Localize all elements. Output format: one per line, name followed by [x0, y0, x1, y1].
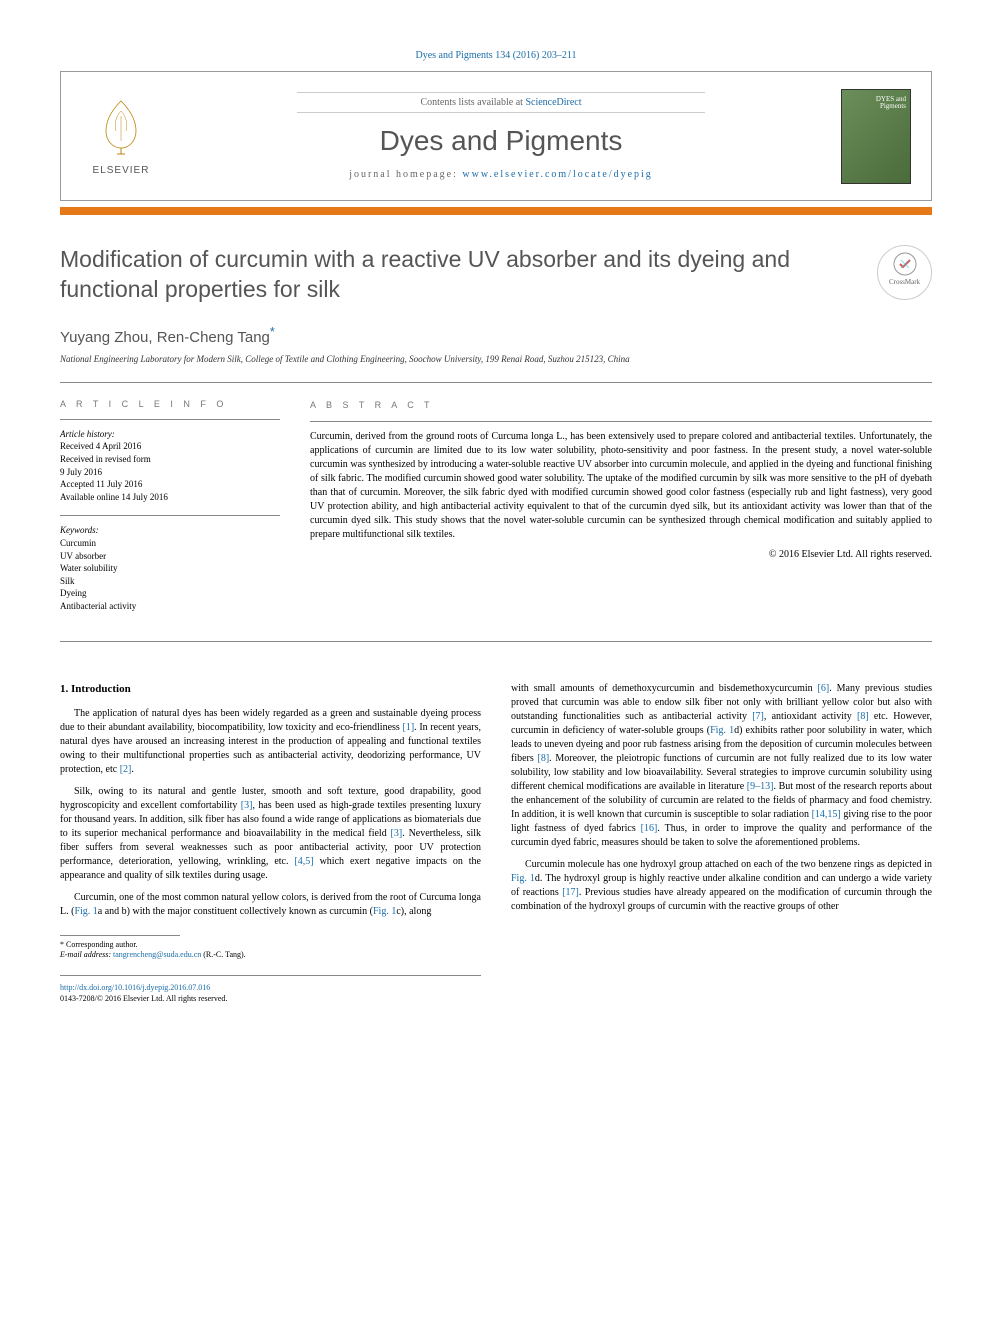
- keyword: Antibacterial activity: [60, 600, 280, 613]
- footnote-email: E-mail address: tangrencheng@suda.edu.cn…: [60, 950, 481, 960]
- article-info-heading: A R T I C L E I N F O: [60, 399, 280, 409]
- body-columns: 1. Introduction The application of natur…: [60, 682, 932, 1005]
- abstract-heading: A B S T R A C T: [310, 399, 932, 412]
- bottom-bar: http://dx.doi.org/10.1016/j.dyepig.2016.…: [60, 975, 481, 1004]
- ref-link[interactable]: [7]: [752, 711, 764, 722]
- ref-link[interactable]: [3]: [241, 800, 253, 811]
- abstract: A B S T R A C T Curcumin, derived from t…: [310, 399, 932, 625]
- contents-available: Contents lists available at ScienceDirec…: [297, 92, 705, 113]
- email-author: (R.-C. Tang).: [201, 950, 245, 959]
- paragraph: Curcumin molecule has one hydroxyl group…: [511, 858, 932, 914]
- email-label: E-mail address:: [60, 950, 113, 959]
- publisher-name: ELSEVIER: [81, 165, 161, 176]
- accent-bar: [60, 207, 932, 215]
- homepage-line: journal homepage: www.elsevier.com/locat…: [161, 169, 841, 180]
- article-history: Article history: Received 4 April 2016 R…: [60, 419, 280, 504]
- keywords-label: Keywords:: [60, 524, 280, 537]
- publisher-logo: ELSEVIER: [81, 96, 161, 176]
- homepage-link[interactable]: www.elsevier.com/locate/dyepig: [462, 169, 652, 180]
- ref-link[interactable]: [4,5]: [294, 856, 313, 867]
- issn-copyright: 0143-7208/© 2016 Elsevier Ltd. All right…: [60, 993, 481, 1004]
- doi-link[interactable]: http://dx.doi.org/10.1016/j.dyepig.2016.…: [60, 983, 210, 992]
- history-item: Accepted 11 July 2016: [60, 478, 280, 491]
- column-right: with small amounts of demethoxycurcumin …: [511, 682, 932, 1005]
- ref-link[interactable]: [8]: [857, 711, 869, 722]
- keyword: Water solubility: [60, 562, 280, 575]
- crossmark-badge[interactable]: CrossMark: [877, 245, 932, 300]
- contents-prefix: Contents lists available at: [420, 97, 525, 108]
- keyword: Dyeing: [60, 587, 280, 600]
- keyword: Curcumin: [60, 537, 280, 550]
- header-center: Contents lists available at ScienceDirec…: [161, 92, 841, 180]
- paragraph: The application of natural dyes has been…: [60, 707, 481, 777]
- abstract-text: Curcumin, derived from the ground roots …: [310, 422, 932, 542]
- corresponding-marker: *: [270, 325, 275, 339]
- section-heading-intro: 1. Introduction: [60, 682, 481, 697]
- citation-line: Dyes and Pigments 134 (2016) 203–211: [60, 50, 932, 61]
- ref-link[interactable]: [17]: [562, 887, 579, 898]
- title-row: Modification of curcumin with a reactive…: [60, 245, 932, 325]
- email-link[interactable]: tangrencheng@suda.edu.cn: [113, 950, 201, 959]
- ref-link[interactable]: [14,15]: [812, 809, 841, 820]
- figure-link[interactable]: Fig. 1: [74, 906, 97, 917]
- paragraph: with small amounts of demethoxycurcumin …: [511, 682, 932, 850]
- ref-link[interactable]: [1]: [402, 722, 414, 733]
- footnote-separator: [60, 935, 180, 936]
- column-left: 1. Introduction The application of natur…: [60, 682, 481, 1005]
- paragraph: Curcumin, one of the most common natural…: [60, 891, 481, 919]
- history-item: Available online 14 July 2016: [60, 491, 280, 504]
- crossmark-label: CrossMark: [889, 278, 920, 286]
- history-label: Article history:: [60, 428, 280, 441]
- ref-link[interactable]: [3]: [391, 828, 403, 839]
- authors: Yuyang Zhou, Ren-Cheng Tang*: [60, 325, 932, 346]
- keyword: Silk: [60, 575, 280, 588]
- history-item: 9 July 2016: [60, 466, 280, 479]
- sciencedirect-link[interactable]: ScienceDirect: [525, 97, 581, 108]
- figure-link[interactable]: Fig. 1: [373, 906, 396, 917]
- page: Dyes and Pigments 134 (2016) 203–211 ELS…: [0, 0, 992, 1054]
- elsevier-tree-icon: [91, 96, 151, 156]
- ref-link[interactable]: [8]: [537, 753, 549, 764]
- keywords-block: Keywords: Curcumin UV absorber Water sol…: [60, 515, 280, 612]
- article-info: A R T I C L E I N F O Article history: R…: [60, 399, 280, 625]
- keyword: UV absorber: [60, 550, 280, 563]
- journal-name: Dyes and Pigments: [161, 125, 841, 157]
- footnote-corresponding: * Corresponding author.: [60, 940, 481, 950]
- figure-link[interactable]: Fig. 1: [710, 725, 734, 736]
- ref-link[interactable]: [16]: [641, 823, 658, 834]
- ref-link[interactable]: [9–13]: [747, 781, 774, 792]
- abstract-copyright: © 2016 Elsevier Ltd. All rights reserved…: [310, 548, 932, 562]
- homepage-prefix: journal homepage:: [349, 169, 462, 180]
- info-abstract-row: A R T I C L E I N F O Article history: R…: [60, 382, 932, 642]
- history-item: Received in revised form: [60, 453, 280, 466]
- crossmark-icon: [893, 252, 917, 276]
- article-title: Modification of curcumin with a reactive…: [60, 245, 857, 305]
- journal-cover-thumbnail: [841, 89, 911, 184]
- ref-link[interactable]: [2]: [120, 764, 132, 775]
- history-item: Received 4 April 2016: [60, 440, 280, 453]
- ref-link[interactable]: [6]: [818, 683, 830, 694]
- figure-link[interactable]: Fig. 1: [511, 873, 535, 884]
- journal-header: ELSEVIER Contents lists available at Sci…: [60, 71, 932, 201]
- author-names: Yuyang Zhou, Ren-Cheng Tang: [60, 329, 270, 346]
- paragraph: Silk, owing to its natural and gentle lu…: [60, 785, 481, 883]
- affiliation: National Engineering Laboratory for Mode…: [60, 354, 932, 364]
